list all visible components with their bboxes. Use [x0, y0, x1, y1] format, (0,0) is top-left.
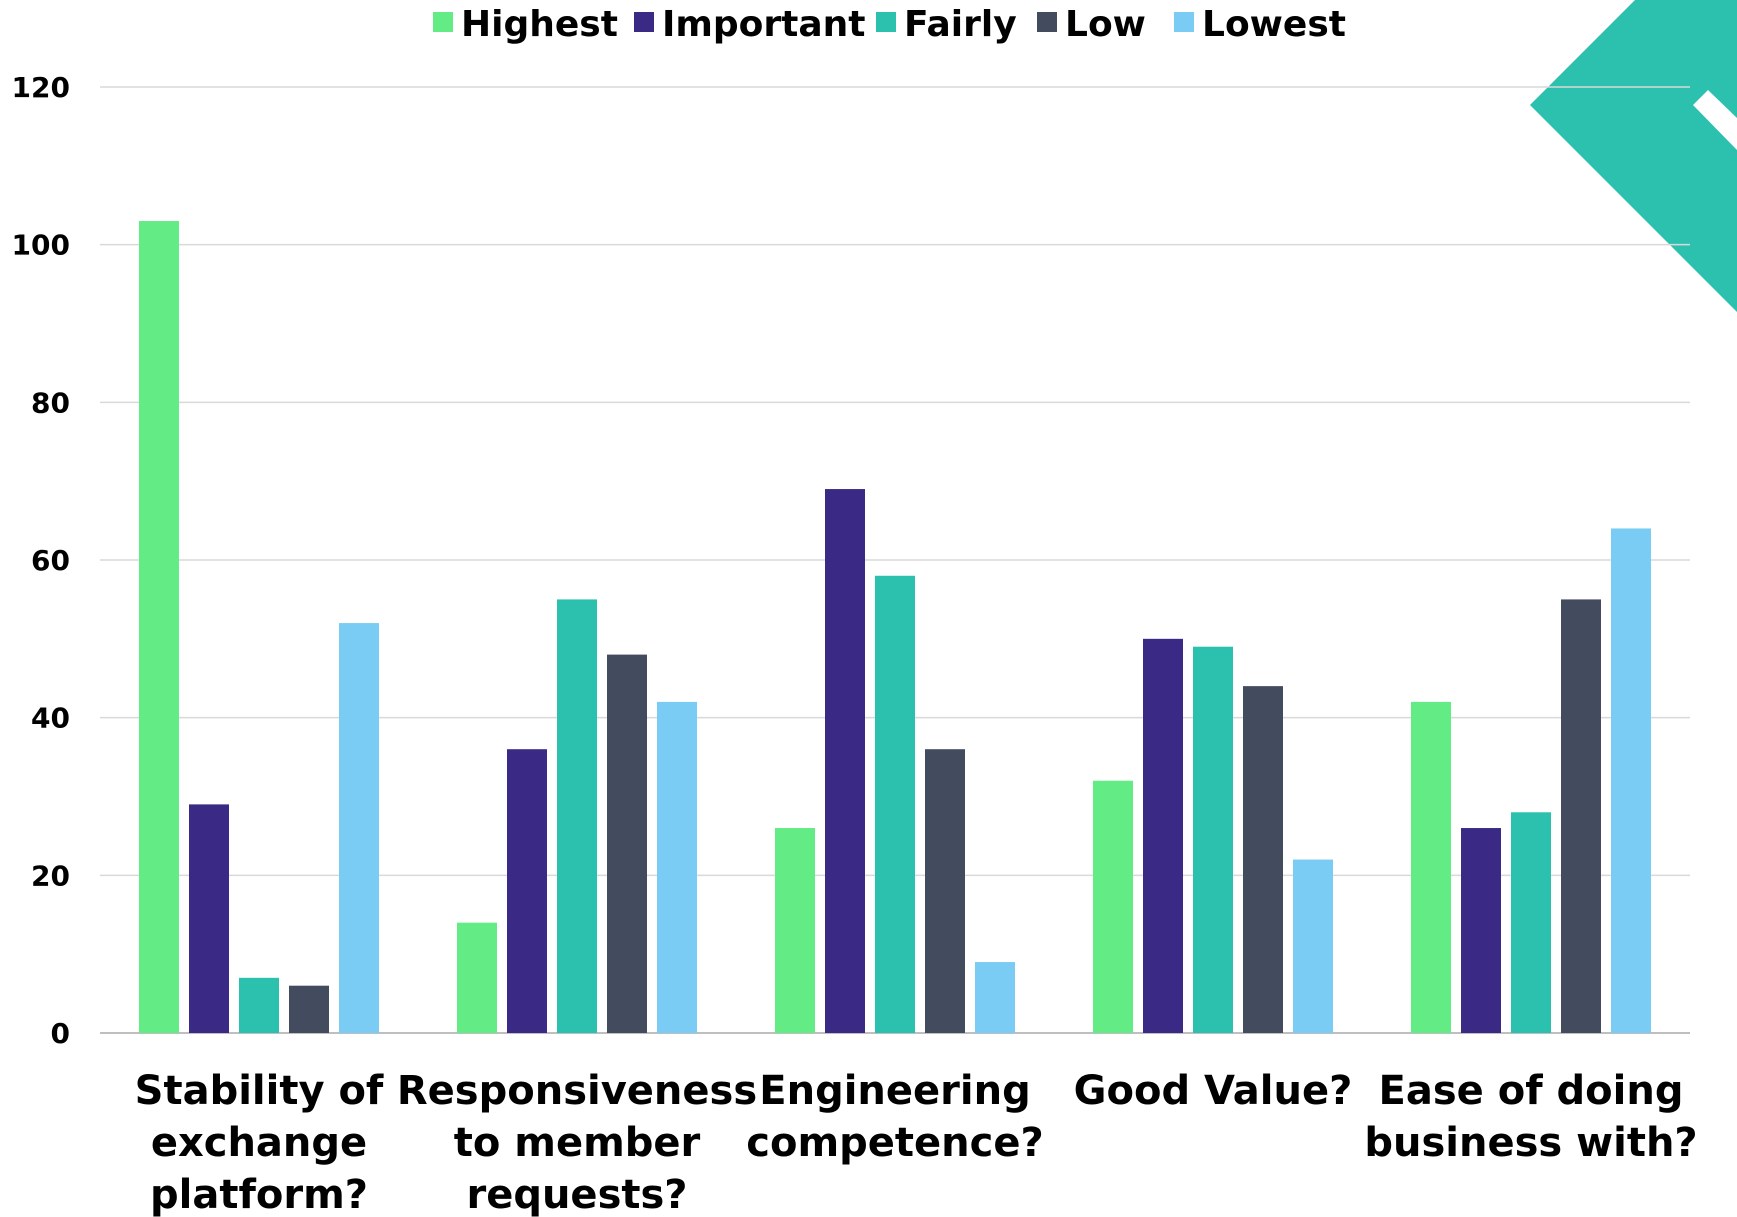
legend-swatch	[876, 12, 896, 32]
bar-fairly	[875, 575, 915, 1033]
bar-important	[507, 749, 547, 1033]
bar-low	[925, 749, 965, 1033]
legend: Highest Important Fairly Low Lowest	[433, 4, 1346, 45]
bar-fairly	[239, 977, 279, 1033]
bar-highest	[1093, 780, 1133, 1033]
y-tick-label: 120	[12, 71, 70, 104]
bar-highest	[139, 221, 179, 1033]
legend-label: Lowest	[1202, 4, 1346, 45]
legend-swatch	[634, 12, 654, 32]
chevron-shape	[1530, 0, 1737, 312]
y-tick-label: 0	[51, 1017, 70, 1050]
bar-important	[189, 804, 229, 1033]
bar-fairly	[557, 599, 597, 1033]
y-tick-label: 80	[31, 386, 70, 419]
category-label: Ease of doing business with?	[1364, 1068, 1697, 1166]
legend-label: Highest	[461, 4, 618, 45]
category-label: Engineering competence?	[746, 1068, 1043, 1166]
category-label: Responsiveness to member requests?	[397, 1068, 757, 1217]
legend-item-highest: Highest	[433, 4, 618, 45]
y-tick-label: 20	[31, 859, 70, 892]
category-label: Stability of exchange platform?	[135, 1068, 384, 1217]
legend-item-fairly: Fairly	[876, 4, 1017, 45]
legend-item-low: Low	[1037, 4, 1146, 45]
category-label: Good Value?	[1074, 1068, 1353, 1114]
y-tick-label: 60	[31, 544, 70, 577]
bar-low	[1561, 599, 1601, 1033]
bar-fairly	[1193, 646, 1233, 1033]
bar-lowest	[975, 962, 1015, 1033]
corner-chevron-decoration	[1530, 0, 1737, 312]
bar-lowest	[1293, 859, 1333, 1033]
y-axis-ticks: 0 20 40 60 80 100 120	[12, 71, 70, 1050]
bar-fairly	[1511, 812, 1551, 1033]
y-tick-label: 100	[12, 229, 70, 262]
bars	[139, 221, 1651, 1033]
legend-label: Low	[1065, 4, 1146, 45]
bar-highest	[775, 828, 815, 1033]
bar-lowest	[339, 623, 379, 1033]
legend-item-important: Important	[634, 4, 866, 45]
legend-label: Fairly	[904, 4, 1017, 45]
bar-important	[825, 489, 865, 1033]
bar-important	[1143, 638, 1183, 1033]
legend-swatch	[433, 12, 453, 32]
bar-important	[1461, 828, 1501, 1033]
y-tick-label: 40	[31, 702, 70, 735]
bar-low	[1243, 686, 1283, 1033]
x-axis-categories: Stability of exchange platform?Responsiven…	[135, 1068, 1698, 1217]
legend-item-lowest: Lowest	[1174, 4, 1346, 45]
bar-lowest	[657, 701, 697, 1033]
bar-highest	[457, 922, 497, 1033]
bar-low	[289, 985, 329, 1033]
legend-label: Important	[662, 4, 866, 45]
legend-swatch	[1037, 12, 1057, 32]
bar-highest	[1411, 701, 1451, 1033]
bar-low	[607, 654, 647, 1033]
bar-lowest	[1611, 528, 1651, 1033]
legend-swatch	[1174, 12, 1194, 32]
